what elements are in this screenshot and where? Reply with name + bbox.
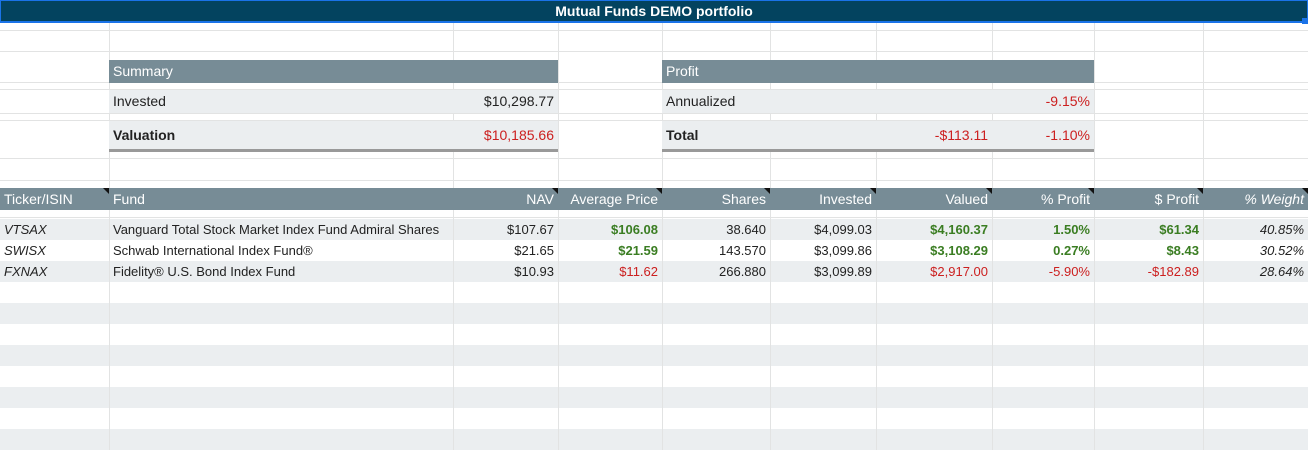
sheet-title-cell[interactable]: Mutual Funds DEMO portfolio — [0, 0, 1308, 23]
cell-invested[interactable]: $4,099.03 — [814, 222, 872, 237]
cell-ticker[interactable]: SWISX — [4, 243, 46, 258]
gridline — [0, 158, 1308, 159]
cell-invested[interactable]: $3,099.89 — [814, 264, 872, 279]
cell-fund[interactable]: Vanguard Total Stock Market Index Fund A… — [113, 222, 440, 237]
profit-total-amount: -$113.11 — [876, 121, 992, 152]
gridline — [109, 219, 110, 450]
profit-total-label: Total — [662, 121, 876, 152]
gridline — [0, 89, 1308, 90]
profit-header: Profit — [662, 60, 1094, 83]
cell-pct-profit[interactable]: 1.50% — [1053, 222, 1090, 237]
cell-usd-profit[interactable]: $8.43 — [1166, 243, 1199, 258]
cell-fund[interactable]: Schwab International Index Fund® — [113, 243, 313, 258]
column-header-ticker[interactable]: Ticker/ISIN — [0, 188, 109, 210]
gridline — [558, 219, 559, 450]
cell-weight[interactable]: 28.64% — [1259, 264, 1304, 279]
summary-invested-value: $10,298.77 — [453, 90, 558, 113]
row-band — [0, 261, 1308, 282]
cell-weight[interactable]: 30.52% — [1259, 243, 1304, 258]
cell-invested[interactable]: $3,099.86 — [814, 243, 872, 258]
column-header-invested[interactable]: Invested — [770, 188, 876, 210]
cell-nav[interactable]: $107.67 — [507, 222, 554, 237]
cell-average-price[interactable]: $21.59 — [618, 243, 658, 258]
gridline — [1094, 219, 1095, 450]
column-header-pct-profit[interactable]: % Profit — [992, 188, 1094, 210]
gridline — [0, 217, 1308, 218]
gridline — [0, 30, 1308, 31]
column-header-shares[interactable]: Shares — [662, 188, 770, 210]
cell-shares[interactable]: 38.640 — [726, 222, 766, 237]
gridline — [770, 219, 771, 450]
summary-valuation-value: $10,185.66 — [453, 121, 558, 152]
summary-header: Summary — [109, 60, 558, 83]
column-header-weight[interactable]: % Weight — [1203, 188, 1308, 210]
column-header-fund[interactable]: Fund — [109, 188, 453, 210]
cell-fund[interactable]: Fidelity® U.S. Bond Index Fund — [113, 264, 296, 279]
summary-invested-label: Invested — [109, 90, 453, 113]
column-header-valued[interactable]: Valued — [876, 188, 992, 210]
summary-valuation-label: Valuation — [109, 121, 453, 152]
cell-shares[interactable]: 143.570 — [719, 243, 766, 258]
cell-usd-profit[interactable]: -$182.89 — [1147, 264, 1199, 279]
gridline — [1203, 219, 1204, 450]
row-band — [0, 303, 1308, 324]
gridline — [0, 180, 1308, 181]
cell-ticker[interactable]: VTSAX — [4, 222, 47, 237]
cell-average-price[interactable]: $106.08 — [611, 222, 658, 237]
cell-usd-profit[interactable]: $61.34 — [1159, 222, 1199, 237]
profit-annualized-label: Annualized — [662, 90, 992, 113]
cell-valued[interactable]: $3,108.29 — [930, 243, 988, 258]
row-band — [0, 219, 1308, 240]
profit-total-percent: -1.10% — [992, 121, 1094, 152]
column-header-nav[interactable]: NAV — [453, 188, 558, 210]
gridline — [0, 51, 1308, 52]
cell-weight[interactable]: 40.85% — [1259, 222, 1304, 237]
cell-pct-profit[interactable]: -5.90% — [1048, 264, 1090, 279]
gridline — [992, 219, 993, 450]
cell-valued[interactable]: $2,917.00 — [930, 264, 988, 279]
profit-annualized-value: -9.15% — [992, 90, 1094, 113]
row-band — [0, 387, 1308, 408]
row-band — [0, 345, 1308, 366]
gridline — [0, 113, 1308, 114]
cell-pct-profit[interactable]: 0.27% — [1053, 243, 1090, 258]
gridline — [453, 219, 454, 450]
cell-average-price[interactable]: $11.62 — [619, 264, 658, 279]
column-header-average-price[interactable]: Average Price — [558, 188, 662, 210]
cell-nav[interactable]: $10.93 — [514, 264, 554, 279]
cell-shares[interactable]: 266.880 — [719, 264, 766, 279]
selection-fill-handle[interactable] — [1302, 18, 1308, 24]
row-band — [0, 429, 1308, 450]
cell-valued[interactable]: $4,160.37 — [930, 222, 988, 237]
gridline — [662, 219, 663, 450]
cell-nav[interactable]: $21.65 — [514, 243, 554, 258]
gridline — [876, 219, 877, 450]
gridline — [0, 82, 1308, 83]
gridline — [0, 120, 1308, 121]
column-header-usd-profit[interactable]: $ Profit — [1094, 188, 1203, 210]
cell-ticker[interactable]: FXNAX — [4, 264, 48, 279]
